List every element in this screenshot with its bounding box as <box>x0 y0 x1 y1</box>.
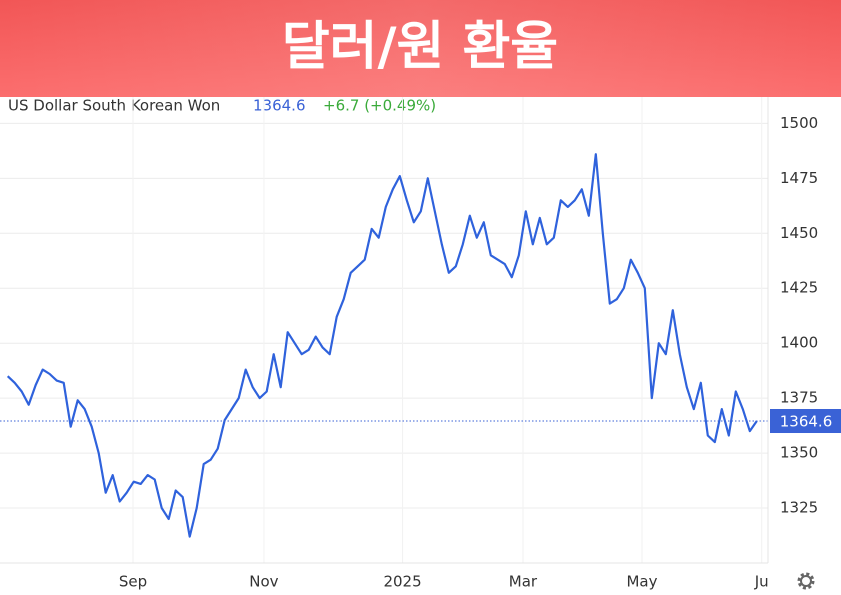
y-tick-label: 1425 <box>780 279 818 297</box>
last-price-label: 1364.6 <box>780 413 833 431</box>
x-tick-label: 2025 <box>383 573 421 591</box>
x-tick-label: Nov <box>249 573 278 591</box>
last-price: 1364.6 <box>253 97 306 115</box>
y-tick-label: 1350 <box>780 444 818 462</box>
x-tick-label: Mar <box>509 573 538 591</box>
last-price-box <box>770 409 841 434</box>
price-change: +6.7 (+0.49%) <box>323 97 436 115</box>
price-line <box>6 153 758 538</box>
x-tick-label: Sep <box>119 573 147 591</box>
chart-title: 달러/원 환율 <box>282 17 558 77</box>
y-tick-label: 1400 <box>780 334 818 352</box>
y-tick-label: 1475 <box>780 169 818 187</box>
y-tick-label: 1500 <box>780 114 818 132</box>
plot <box>0 97 768 563</box>
y-tick-label: 1450 <box>780 224 818 242</box>
banner-shine <box>0 0 841 97</box>
instrument-name: US Dollar South Korean Won <box>8 97 220 115</box>
settings-icon[interactable] <box>797 572 815 590</box>
y-tick-label: 1375 <box>780 389 818 407</box>
x-tick-label: May <box>626 573 657 591</box>
x-tick-label: Ju <box>754 573 769 591</box>
y-tick-label: 1325 <box>780 499 818 517</box>
